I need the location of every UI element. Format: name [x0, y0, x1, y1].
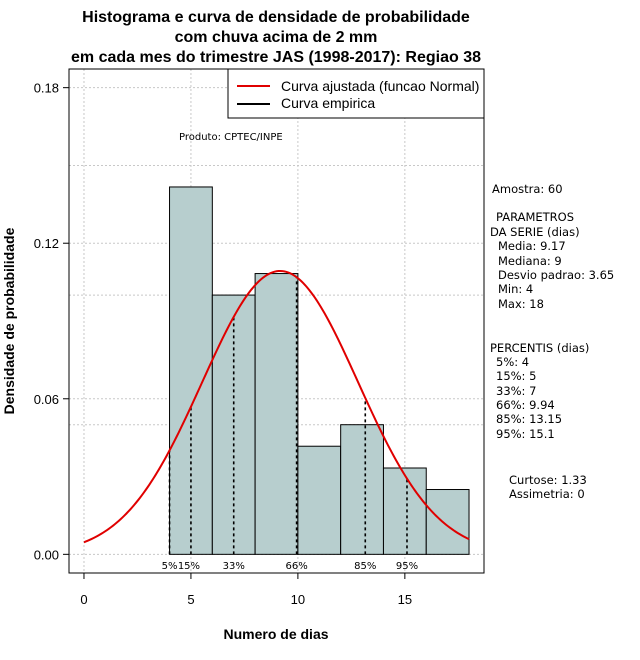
- percentile-lines: [168, 277, 408, 555]
- x-axis: 0 5 10 15: [80, 573, 412, 607]
- product-credit: Produto: CPTEC/INPE: [179, 132, 283, 143]
- histogram-bar: [382, 467, 427, 555]
- stat-p95: 95%: 15.1: [496, 427, 555, 441]
- percentile-label: 95%: [396, 561, 418, 572]
- x-tick-label: 5: [187, 592, 194, 607]
- y-axis-label: Densidade de probabilidade: [1, 227, 17, 414]
- legend-label-empirical: Curva empirica: [281, 95, 375, 111]
- histogram-bar: [169, 186, 213, 555]
- percentile-label: 5%: [162, 561, 178, 572]
- chart-title-line-1: Histograma e curva de densidade de proba…: [82, 9, 470, 26]
- stat-assimetria: Assimetria: 0: [509, 487, 585, 501]
- stat-param-title-1: PARAMETROS: [496, 210, 574, 224]
- stat-mediana: Mediana: 9: [498, 254, 562, 268]
- y-tick-label: 0.00: [34, 547, 59, 562]
- chart-title-line-2: com chuva acima de 2 mm: [175, 29, 378, 46]
- stat-amostra: Amostra: 60: [492, 182, 563, 196]
- stat-p33: 33%: 7: [496, 384, 536, 398]
- stat-p66: 66%: 9.94: [496, 398, 555, 412]
- x-tick-label: 10: [291, 592, 305, 607]
- histogram-bar: [340, 424, 384, 555]
- stat-desvio: Desvio padrao: 3.65: [498, 268, 614, 282]
- stat-param-title-2: DA SERIE (dias): [490, 225, 580, 239]
- legend: Curva ajustada (funcao Normal) Curva emp…: [227, 68, 485, 119]
- stat-curtose: Curtose: 1.33: [509, 473, 587, 487]
- stat-min: Min: 4: [498, 282, 533, 296]
- normal-fit-curve: [83, 269, 470, 544]
- histogram-bars: [169, 186, 470, 555]
- x-tick-label: 15: [398, 592, 412, 607]
- percentile-label: 85%: [354, 561, 376, 572]
- legend-box: [227, 68, 485, 119]
- stat-p85: 85%: 13.15: [496, 412, 562, 426]
- chart-title-line-3: em cada mes do trimestre JAS (1998-2017)…: [71, 49, 481, 66]
- percentile-label: 66%: [285, 561, 307, 572]
- histogram-bar: [425, 489, 470, 555]
- x-axis-label: Numero de dias: [223, 626, 328, 642]
- y-axis: 0.00 0.06 0.12 0.18: [34, 81, 69, 562]
- y-tick-label: 0.12: [34, 236, 59, 251]
- stat-p15: 15%: 5: [496, 369, 536, 383]
- stat-media: Media: 9.17: [498, 239, 566, 253]
- y-tick-label: 0.06: [34, 392, 59, 407]
- stats-panel: Amostra: 60 PARAMETROS DA SERIE (dias) M…: [490, 182, 614, 501]
- histogram-bar: [254, 273, 299, 555]
- histogram-bar: [297, 445, 342, 555]
- x-tick-label: 0: [80, 592, 87, 607]
- percentile-label: 15%: [178, 561, 200, 572]
- stat-max: Max: 18: [498, 297, 544, 311]
- stat-percentis-title: PERCENTIS (dias): [490, 341, 589, 355]
- percentile-label: 33%: [223, 561, 245, 572]
- percentile-labels: 5% 15% 33% 66% 85% 95%: [162, 561, 419, 572]
- legend-label-normal: Curva ajustada (funcao Normal): [281, 78, 479, 94]
- y-tick-label: 0.18: [34, 81, 59, 96]
- stat-p5: 5%: 4: [496, 355, 529, 369]
